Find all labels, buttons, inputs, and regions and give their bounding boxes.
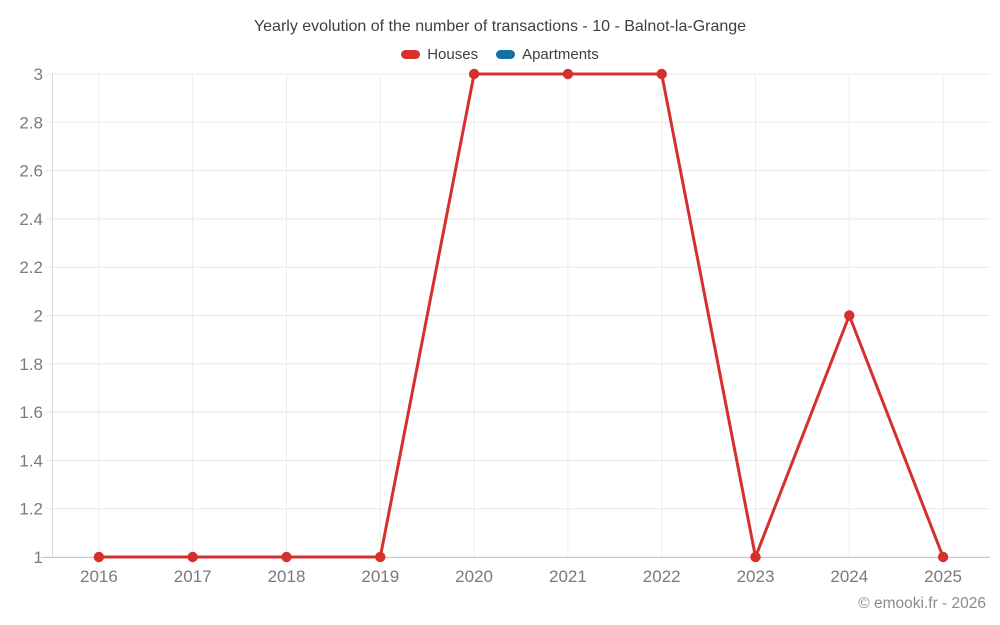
houses-point-2016[interactable] <box>93 551 105 563</box>
y-tick-label: 2.8 <box>19 113 43 132</box>
houses-legend-swatch <box>401 50 421 59</box>
y-tick-label: 3 <box>34 65 43 84</box>
y-tick-label: 1.2 <box>19 500 43 519</box>
houses-point-2017[interactable] <box>187 551 198 563</box>
houses-point-2025[interactable] <box>937 551 949 563</box>
y-tick-label: 2 <box>34 307 43 326</box>
x-tick-label: 2020 <box>455 567 493 586</box>
legend-item-apartments[interactable]: Apartments <box>496 46 599 63</box>
houses-point-2022[interactable] <box>656 68 667 80</box>
y-tick-label: 2.6 <box>19 162 43 181</box>
y-tick-label: 1.6 <box>19 403 43 422</box>
houses-point-2023[interactable] <box>750 551 761 563</box>
houses-point-2020[interactable] <box>468 68 480 80</box>
y-tick-label: 1.4 <box>19 451 43 470</box>
legend-label-apartments: Apartments <box>522 46 599 63</box>
houses-point-2021[interactable] <box>562 68 574 80</box>
apartments-legend-swatch <box>496 50 516 59</box>
y-tick-label: 2.4 <box>19 210 43 229</box>
chart-title: Yearly evolution of the number of transa… <box>253 18 747 35</box>
legend: Houses Apartments <box>0 46 1000 63</box>
x-tick-label: 2021 <box>549 567 587 586</box>
y-tick-label: 1.8 <box>19 355 43 374</box>
x-tick-label: 2025 <box>924 567 962 586</box>
houses-point-2018[interactable] <box>281 551 292 563</box>
watermark: © emooki.fr - 2026 <box>858 595 986 612</box>
x-tick-label: 2016 <box>80 567 118 586</box>
y-tick-label: 2.2 <box>19 258 43 277</box>
x-tick-label: 2018 <box>268 567 306 586</box>
x-tick-label: 2022 <box>643 567 681 586</box>
x-tick-label: 2024 <box>830 567 868 586</box>
houses-point-2024[interactable] <box>844 310 855 321</box>
houses-line-series[interactable] <box>97 72 945 559</box>
x-tick-label: 2017 <box>174 567 212 586</box>
y-tick-label: 1 <box>34 548 43 567</box>
legend-label-houses: Houses <box>427 46 479 63</box>
x-tick-label: 2019 <box>361 567 399 586</box>
legend-item-houses[interactable]: Houses <box>401 46 478 63</box>
houses-point-2019[interactable] <box>375 551 386 563</box>
x-tick-label: 2023 <box>737 567 775 586</box>
